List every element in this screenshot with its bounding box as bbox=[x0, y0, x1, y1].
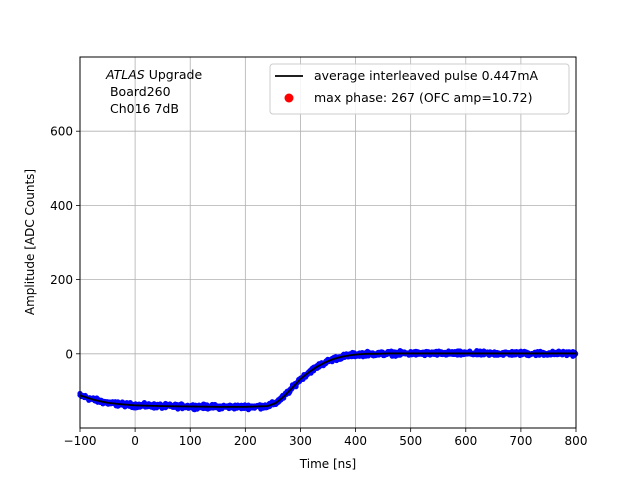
x-tick-label: 300 bbox=[289, 434, 312, 448]
legend-box bbox=[269, 63, 570, 115]
y-tick-label: 400 bbox=[50, 199, 73, 213]
x-tick-label: 600 bbox=[454, 434, 477, 448]
legend: average interleaved pulse 0.447mA max ph… bbox=[269, 63, 570, 115]
annotation-italic: ATLAS bbox=[105, 67, 145, 82]
y-tick-label: 0 bbox=[65, 347, 73, 361]
x-tick-label: 400 bbox=[344, 434, 367, 448]
y-ticks: 0 200 400 600 bbox=[50, 125, 80, 361]
x-tick-label: 200 bbox=[234, 434, 257, 448]
legend-marker-swatch bbox=[284, 93, 294, 103]
legend-label-average: average interleaved pulse 0.447mA bbox=[314, 68, 539, 83]
x-ticks: −100 0 100 200 300 400 500 600 700 800 bbox=[64, 428, 588, 448]
annotation-rest: Upgrade bbox=[145, 67, 203, 82]
x-tick-label: 100 bbox=[179, 434, 202, 448]
plot-frame bbox=[79, 56, 577, 429]
average-pulse-line bbox=[79, 352, 576, 408]
x-tick-label: −100 bbox=[64, 434, 97, 448]
annotation-line-2: Board260 bbox=[106, 84, 171, 99]
atlas-annotation: ATLAS Upgrade Board260 Ch016 7dB bbox=[105, 67, 202, 116]
annotation-line-1: ATLAS Upgrade bbox=[105, 67, 202, 82]
x-tick-label: 500 bbox=[399, 434, 422, 448]
x-tick-label: 800 bbox=[565, 434, 588, 448]
legend-label-max-phase: max phase: 267 (OFC amp=10.72) bbox=[314, 90, 532, 105]
y-tick-label: 200 bbox=[50, 273, 73, 287]
x-axis-label: Time [ns] bbox=[299, 457, 356, 471]
x-tick-label: 0 bbox=[131, 434, 139, 448]
y-tick-label: 600 bbox=[50, 125, 73, 139]
x-tick-label: 700 bbox=[509, 434, 532, 448]
average-line-series bbox=[79, 352, 576, 408]
annotation-line-3: Ch016 7dB bbox=[106, 101, 179, 116]
y-axis-label: Amplitude [ADC Counts] bbox=[23, 169, 37, 315]
